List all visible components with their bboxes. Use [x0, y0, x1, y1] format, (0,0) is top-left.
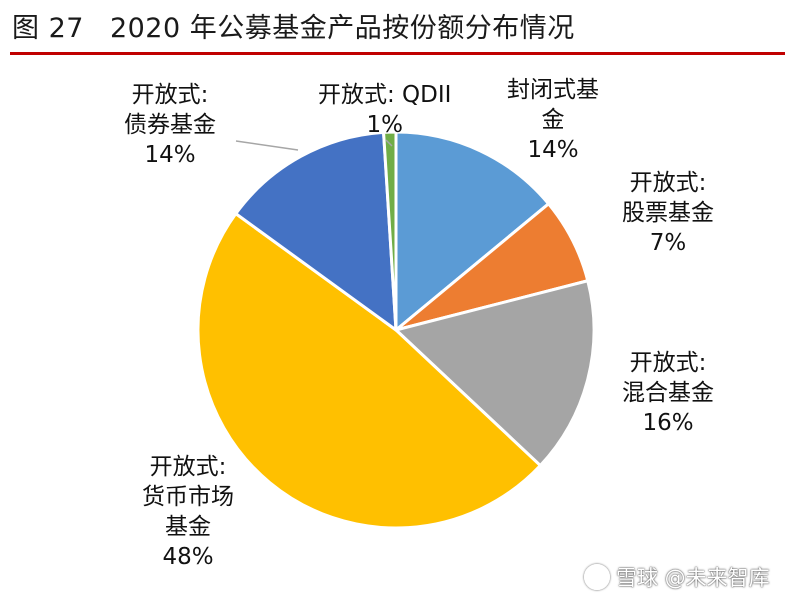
slice-label-4: 开放式: 债券基金 14%	[124, 80, 216, 170]
slice-percent-1: 7%	[649, 230, 687, 256]
slice-percent-0: 14%	[527, 137, 579, 163]
snowball-logo-icon	[584, 564, 610, 590]
leader-lines	[235, 139, 393, 151]
figure-title-text: 2020 年公募基金产品按份额分布情况	[109, 13, 575, 44]
slice-label-0-line-0: 封闭式基	[507, 77, 599, 103]
pie-slices	[196, 130, 596, 530]
slice-label-2-line-1: 混合基金	[622, 380, 714, 406]
slice-percent-3: 48%	[162, 544, 214, 570]
slice-percent-5: 1%	[366, 112, 403, 138]
watermark: 雪球 @未来智库	[584, 562, 770, 592]
slice-label-4-line-1: 债券基金	[124, 112, 216, 138]
figure-title: 图 27 2020 年公募基金产品按份额分布情况	[12, 6, 575, 45]
slice-label-0: 封闭式基金 14%	[507, 75, 599, 165]
slice-label-4-line-0: 开放式:	[131, 82, 209, 108]
slice-label-3: 开放式: 货币市场基金 48%	[142, 452, 234, 572]
figure-number: 图 27	[12, 13, 84, 44]
slice-label-2-line-0: 开放式:	[629, 350, 707, 376]
slice-label-1-line-1: 股票基金	[622, 200, 714, 226]
slice-label-0-line-1: 金	[541, 107, 565, 133]
pie-slice-2	[394, 279, 596, 468]
slice-label-3-line-2: 基金	[165, 514, 211, 540]
slice-percent-4: 14%	[144, 142, 196, 168]
slice-label-5: 开放式: QDII 1%	[318, 80, 451, 140]
slice-label-3-line-1: 货币市场	[142, 484, 234, 510]
title-divider	[10, 52, 785, 55]
pie-slice-0	[394, 130, 551, 332]
leader-line-5	[385, 139, 393, 147]
watermark-text: 雪球 @未来智库	[616, 566, 770, 590]
pie-slice-3	[196, 212, 542, 530]
slice-label-2: 开放式: 混合基金 16%	[622, 348, 714, 438]
leader-line-4	[235, 140, 299, 151]
slice-percent-2: 16%	[642, 410, 694, 436]
slice-label-1: 开放式: 股票基金 7%	[622, 168, 714, 258]
slice-label-3-line-0: 开放式:	[149, 454, 227, 480]
slice-label-1-line-0: 开放式:	[629, 170, 707, 196]
slice-label-5-line-0: 开放式: QDII	[318, 82, 452, 108]
pie-slice-5	[382, 130, 398, 332]
pie-slice-4	[234, 130, 398, 332]
